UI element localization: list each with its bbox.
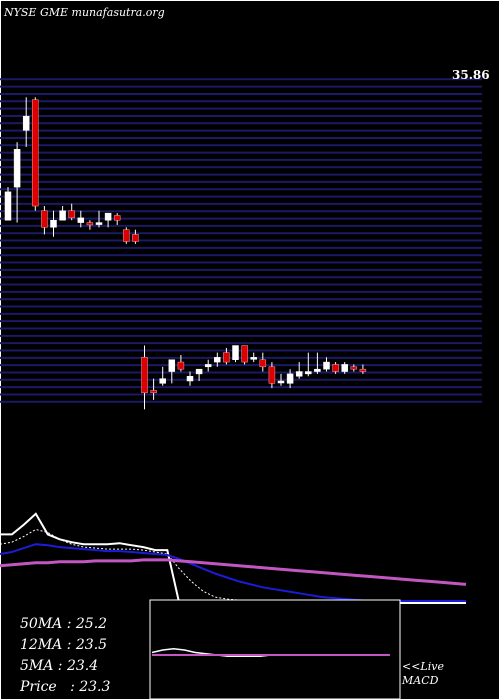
candle-body <box>141 357 148 394</box>
candle-body <box>341 364 348 372</box>
candle-body <box>195 368 203 375</box>
macd-series <box>151 648 390 658</box>
chart-title: NYSE GME munafasutra.org <box>4 6 165 19</box>
candle-body <box>4 191 12 221</box>
stat-5ma: 5MA : 23.4 <box>20 658 99 674</box>
candle-body <box>177 361 185 370</box>
stat-50ma: 50MA : 25.2 <box>20 616 108 632</box>
candle-body <box>332 364 339 372</box>
candle-body <box>123 229 130 242</box>
stats-legend: 50MA : 25.2 12MA : 23.5 5MA : 23.4 Price… <box>20 614 110 698</box>
candle-body <box>41 210 48 228</box>
candle-body <box>68 210 75 219</box>
macd-panel-frame <box>149 599 401 700</box>
live-macd-label: <<Live MACD <box>402 660 444 687</box>
candle-body <box>150 390 157 394</box>
candle-body <box>132 234 139 242</box>
candle-body <box>259 359 267 368</box>
candle-body <box>168 359 176 372</box>
candle-body <box>250 357 257 360</box>
candle-body <box>77 217 85 223</box>
stat-12ma: 12MA : 23.5 <box>20 637 108 653</box>
candle-body <box>277 380 285 384</box>
candle-body <box>268 366 276 384</box>
candle-body <box>59 210 66 221</box>
candle-body <box>95 222 103 225</box>
candlestick-series <box>4 97 367 410</box>
candle-body <box>314 368 321 372</box>
candle-body <box>204 364 212 368</box>
candle-body <box>113 215 121 221</box>
price-axis-top-label: 35.86 <box>452 68 490 82</box>
candle-body <box>86 222 94 226</box>
candle-body <box>13 149 21 188</box>
candle-body <box>241 345 248 363</box>
candle-body <box>286 373 294 384</box>
candle-body <box>359 368 367 372</box>
candle-body <box>186 376 194 382</box>
candle-body <box>214 357 221 363</box>
candle-body <box>295 371 303 377</box>
ma50-line <box>0 558 467 586</box>
candle-body <box>50 219 57 228</box>
candle-body <box>22 115 30 131</box>
candle-body <box>32 99 39 207</box>
candle-body <box>323 361 330 370</box>
candle-body <box>305 371 312 375</box>
candle-body <box>350 366 358 370</box>
candle-body <box>223 352 230 363</box>
stat-price: Price : 23.3 <box>20 679 111 695</box>
candle-body <box>104 212 112 221</box>
candle-body <box>159 378 166 384</box>
candle-body <box>232 345 239 360</box>
